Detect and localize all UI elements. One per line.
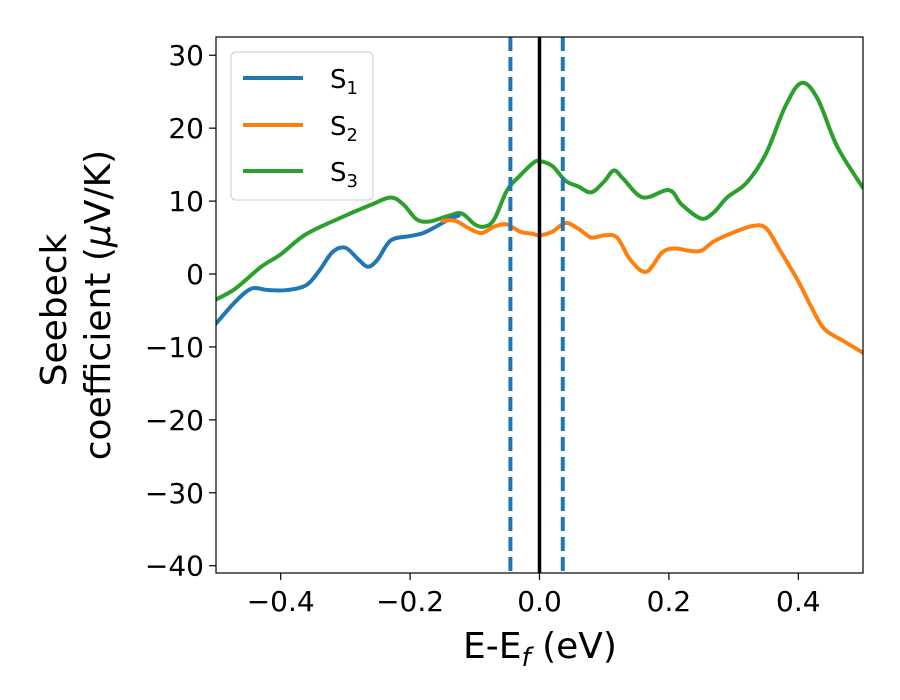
- y-tick-label: 20: [168, 112, 204, 145]
- y-axis-label-line1: Seebeck: [34, 233, 75, 386]
- series-layer: [216, 80, 863, 355]
- legend-label-s2: S2: [330, 112, 358, 146]
- y-tick-label: −20: [145, 404, 204, 437]
- y-tick-label: −30: [145, 477, 204, 510]
- x-tick-label: 0.0: [517, 585, 562, 618]
- reference-lines: [508, 37, 565, 573]
- series-line-s3: [216, 80, 863, 302]
- y-axis-label-line2: coefficient (μV/K): [78, 150, 119, 460]
- y-tick-label: −40: [145, 550, 204, 583]
- x-tick-label: 0.4: [776, 585, 821, 618]
- y-tick-label: −10: [145, 331, 204, 364]
- x-tick-label: −0.4: [247, 585, 315, 618]
- x-axis-ticks: −0.4 −0.2 0.0 0.2 0.4: [247, 573, 821, 618]
- y-tick-label: 0: [186, 258, 204, 291]
- y-tick-label: 10: [168, 185, 204, 218]
- y-tick-label: 30: [168, 39, 204, 72]
- legend-label-s3: S3: [330, 158, 358, 192]
- y-axis-ticks: 30 20 10 0 −10 −20 −30 −40: [145, 39, 216, 583]
- legend: S1 S2 S3: [230, 51, 374, 201]
- y-axis-label: Seebeck coefficient (μV/K): [34, 150, 119, 460]
- x-axis-label: E-Ef (eV): [463, 626, 617, 673]
- x-tick-label: 0.2: [647, 585, 692, 618]
- series-line-s1: [216, 213, 461, 326]
- series-line-s2: [440, 218, 863, 355]
- legend-label-s1: S1: [330, 65, 358, 99]
- x-tick-label: −0.2: [376, 585, 444, 618]
